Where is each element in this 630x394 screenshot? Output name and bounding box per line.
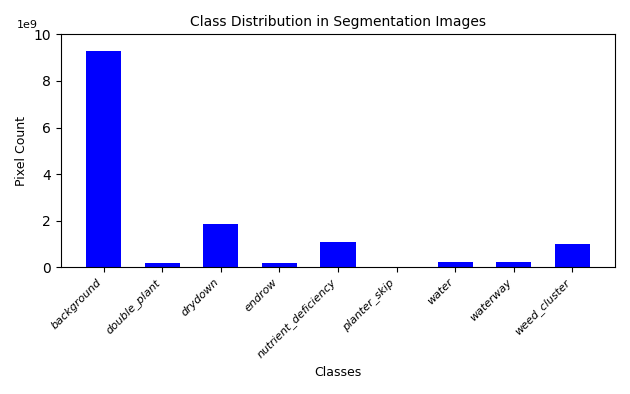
Bar: [321, 242, 355, 268]
Bar: [262, 263, 297, 268]
X-axis label: Classes: Classes: [314, 366, 362, 379]
Bar: [496, 262, 531, 268]
Bar: [554, 244, 590, 268]
Bar: [437, 262, 472, 268]
Title: Class Distribution in Segmentation Images: Class Distribution in Segmentation Image…: [190, 15, 486, 29]
Y-axis label: Pixel Count: Pixel Count: [15, 116, 28, 186]
Text: 1e9: 1e9: [16, 20, 38, 30]
Bar: [379, 267, 414, 268]
Bar: [86, 51, 121, 268]
Bar: [203, 224, 238, 268]
Bar: [145, 263, 180, 268]
